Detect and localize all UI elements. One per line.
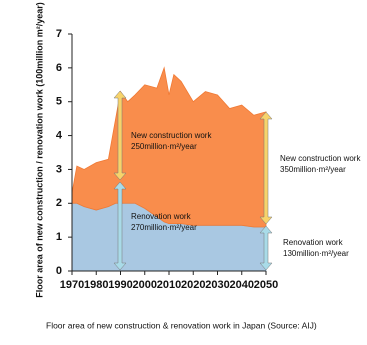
x-tick-label: 2020 bbox=[181, 279, 205, 291]
annotation: 130million·m²/year bbox=[283, 249, 349, 258]
x-tick-label: 2010 bbox=[157, 279, 181, 291]
x-tick-label: 2040 bbox=[230, 279, 254, 291]
annotation: New construction work bbox=[131, 131, 212, 140]
annotation: 350million·m²/year bbox=[280, 165, 346, 174]
arrow bbox=[259, 111, 273, 225]
arrow bbox=[113, 181, 127, 271]
y-tick-label: 5 bbox=[56, 96, 62, 108]
annotation: Renovation work bbox=[283, 238, 344, 247]
y-tick-label: 6 bbox=[56, 62, 62, 74]
x-tick-label: 1990 bbox=[108, 279, 132, 291]
y-axis-label: Floor area of new construction / renovat… bbox=[34, 2, 44, 298]
y-tick-label: 3 bbox=[56, 163, 62, 175]
annotation: New construction work bbox=[280, 154, 361, 163]
x-tick-label: 1980 bbox=[84, 279, 108, 291]
y-tick-label: 1 bbox=[56, 231, 62, 243]
y-tick-label: 4 bbox=[56, 129, 63, 141]
x-tick-label: 2000 bbox=[133, 279, 157, 291]
caption: Floor area of new construction & renovat… bbox=[46, 320, 317, 330]
annotation: 270million·m²/year bbox=[131, 223, 197, 232]
arrow bbox=[113, 90, 127, 181]
y-tick-label: 0 bbox=[56, 265, 62, 277]
annotation: 250million·m²/year bbox=[131, 142, 197, 151]
y-tick-label: 7 bbox=[56, 28, 62, 40]
x-tick-label: 2030 bbox=[205, 279, 229, 291]
x-tick-label: 1970 bbox=[60, 279, 84, 291]
y-tick-label: 2 bbox=[56, 197, 62, 209]
arrow bbox=[259, 225, 273, 271]
annotation: Renovation work bbox=[131, 212, 192, 221]
x-tick-label: 2050 bbox=[254, 279, 278, 291]
